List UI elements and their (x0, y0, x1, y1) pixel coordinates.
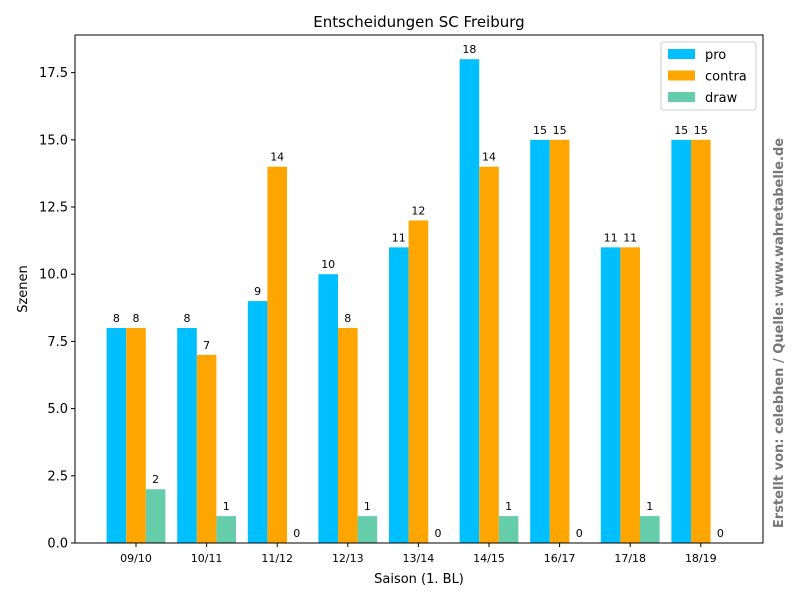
bar-contra (620, 247, 640, 543)
bar-contra (126, 327, 146, 543)
bar-contra (479, 166, 499, 543)
bar-contra (338, 327, 358, 543)
legend-label-draw: draw (705, 91, 738, 106)
bar-value-label: 15 (553, 124, 567, 137)
bar-contra (549, 139, 570, 544)
x-axis-label: Saison (1. BL) (374, 572, 464, 587)
y-tick-label: 5.0 (47, 402, 68, 417)
bar-value-label: 15 (674, 124, 688, 137)
chart-title: Entscheidungen SC Freiburg (313, 13, 524, 31)
legend-swatch-pro (668, 49, 695, 59)
bar-pro (600, 247, 621, 543)
bar-value-label: 0 (435, 527, 442, 540)
bar-value-label: 8 (184, 312, 191, 325)
y-tick-label: 7.5 (47, 335, 68, 350)
bar-value-label: 0 (293, 527, 300, 540)
bar-value-label: 8 (133, 312, 140, 325)
y-tick-label: 10.0 (39, 268, 68, 283)
legend-label-contra: contra (705, 70, 747, 85)
bar-value-label: 2 (152, 473, 159, 486)
x-tick-label: 18/19 (685, 552, 717, 565)
bar-draw (498, 516, 519, 543)
bar-draw (145, 489, 166, 543)
bar-value-label: 1 (223, 500, 230, 513)
bar-value-label: 11 (604, 231, 618, 244)
legend-label-pro: pro (705, 48, 726, 63)
y-tick-label: 2.5 (47, 469, 68, 484)
bar-value-label: 18 (462, 43, 476, 56)
x-tick-label: 09/10 (120, 552, 152, 565)
bar-contra (267, 166, 287, 543)
bar-value-label: 8 (113, 312, 120, 325)
bar-value-label: 15 (533, 124, 547, 137)
x-tick-label: 16/17 (544, 552, 576, 565)
bar-value-label: 1 (646, 500, 653, 513)
bar-value-label: 14 (482, 151, 496, 164)
x-tick-label: 17/18 (614, 552, 646, 565)
bar-value-label: 7 (203, 339, 210, 352)
bar-pro (106, 327, 127, 543)
x-tick-label: 10/11 (191, 552, 223, 565)
bar-draw (640, 516, 660, 543)
bar-contra (691, 139, 711, 544)
bar-value-label: 9 (254, 285, 261, 298)
bar-value-label: 1 (505, 500, 512, 513)
bar-pro (671, 139, 691, 544)
bar-value-label: 8 (344, 312, 351, 325)
bar-value-label: 1 (364, 500, 371, 513)
bar-pro (389, 247, 409, 543)
bar-value-label: 12 (411, 204, 425, 217)
plot-frame (74, 34, 764, 544)
y-tick-label: 0.0 (47, 537, 68, 552)
y-tick-label: 15.0 (39, 133, 68, 148)
bar-value-label: 0 (576, 527, 583, 540)
y-tick-label: 17.5 (39, 66, 68, 81)
bar-value-label: 15 (694, 124, 708, 137)
x-tick-label: 13/14 (403, 552, 435, 565)
legend-swatch-draw (668, 92, 695, 102)
bar-pro (530, 139, 550, 544)
bar-value-label: 0 (717, 527, 724, 540)
bar-draw (216, 516, 236, 543)
x-tick-label: 11/12 (261, 552, 293, 565)
bar-value-label: 11 (392, 231, 406, 244)
bar-pro (177, 327, 197, 543)
legend-swatch-contra (668, 70, 695, 81)
x-tick-label: 14/15 (473, 552, 505, 565)
y-tick-label: 12.5 (39, 201, 68, 216)
plot-area: 0.02.55.07.510.012.515.017.58 8209/108711… (39, 34, 764, 565)
bar-draw (357, 516, 378, 543)
bar-pro (318, 274, 338, 543)
bar-contra (196, 354, 217, 543)
bar-value-label: 10 (321, 258, 335, 271)
bar-contra (408, 220, 429, 543)
y-axis-label: Szenen (16, 265, 31, 313)
bar-pro (459, 59, 480, 543)
bar-value-label: 11 (623, 231, 637, 244)
watermark-credit: Erstellt von: celebhen / Quelle: www.wah… (772, 138, 787, 528)
bar-value-label: 14 (270, 151, 284, 164)
x-tick-label: 12/13 (332, 552, 364, 565)
bar-pro (247, 301, 268, 543)
